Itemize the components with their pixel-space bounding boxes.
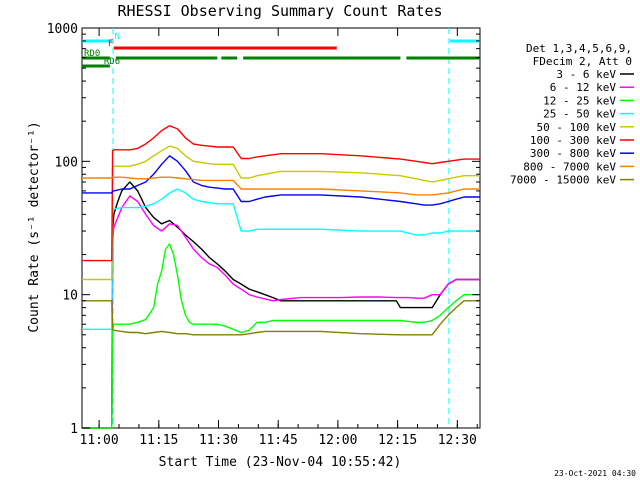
series-line-8 bbox=[82, 300, 480, 336]
series-lines bbox=[82, 124, 480, 429]
x-tick-label: 12:15 bbox=[378, 433, 417, 448]
flag-label-f: F bbox=[108, 39, 113, 49]
instrument-flags: NF RD0 RD6 bbox=[82, 32, 480, 68]
y-tick-label: 100 bbox=[55, 155, 78, 170]
legend-header-2: FDecim 2, Att 0 bbox=[533, 55, 632, 68]
series-line-0 bbox=[82, 181, 480, 429]
series-line-5 bbox=[82, 124, 480, 262]
legend-header-1: Det 1,3,4,5,6,9, bbox=[526, 42, 632, 55]
flag-label-n: N bbox=[115, 32, 120, 42]
series-line-4 bbox=[82, 145, 480, 281]
legend-entry-label: 50 - 100 keV bbox=[537, 121, 617, 134]
y-tick-label: 10 bbox=[62, 289, 78, 304]
x-tick-label: 11:15 bbox=[139, 433, 178, 448]
y-axis-ticks: 1 10 100 1000 bbox=[47, 22, 480, 437]
y-tick-label: 1000 bbox=[47, 22, 78, 37]
y-tick-label: 1 bbox=[70, 422, 78, 437]
series-line-3 bbox=[82, 188, 480, 330]
legend: Det 1,3,4,5,6,9, FDecim 2, Att 0 3 - 6 k… bbox=[510, 42, 634, 187]
legend-entry-label: 25 - 50 keV bbox=[543, 108, 616, 121]
x-axis-label: Start Time (23-Nov-04 10:55:42) bbox=[159, 455, 402, 470]
flag-label-rd0: RD0 bbox=[84, 49, 100, 59]
x-tick-label: 11:00 bbox=[80, 433, 119, 448]
x-tick-label: 11:45 bbox=[259, 433, 298, 448]
legend-entry-label: 800 - 7000 keV bbox=[523, 160, 616, 173]
footer-timestamp: 23-Oct-2021 04:30 bbox=[554, 469, 636, 478]
y-axis-label: Count Rate (s⁻¹ detector⁻¹) bbox=[27, 121, 42, 332]
chart-title: RHESSI Observing Summary Count Rates bbox=[117, 2, 442, 20]
series-line-1 bbox=[82, 195, 480, 429]
x-tick-label: 12:00 bbox=[318, 433, 357, 448]
legend-entry-label: 12 - 25 keV bbox=[543, 94, 616, 107]
flag-label-rd6: RD6 bbox=[104, 57, 120, 67]
plot-border bbox=[81, 27, 481, 429]
legend-entry-label: 100 - 300 keV bbox=[530, 134, 616, 147]
legend-entry-label: 300 - 800 keV bbox=[530, 147, 616, 160]
series-line-2 bbox=[82, 243, 480, 429]
x-tick-label: 11:30 bbox=[199, 433, 238, 448]
legend-entry-label: 3 - 6 keV bbox=[556, 68, 616, 81]
legend-entry-label: 7000 - 15000 keV bbox=[510, 174, 616, 187]
eclipse-boundaries bbox=[112, 28, 450, 428]
x-tick-label: 12:30 bbox=[438, 433, 477, 448]
series-line-7 bbox=[82, 176, 480, 196]
legend-entry-label: 6 - 12 keV bbox=[550, 81, 617, 94]
plot-frame bbox=[81, 27, 481, 429]
series-line-6 bbox=[82, 155, 480, 206]
x-axis-ticks: 11:00 11:15 11:30 11:45 12:00 12:15 12:30 bbox=[80, 28, 478, 448]
